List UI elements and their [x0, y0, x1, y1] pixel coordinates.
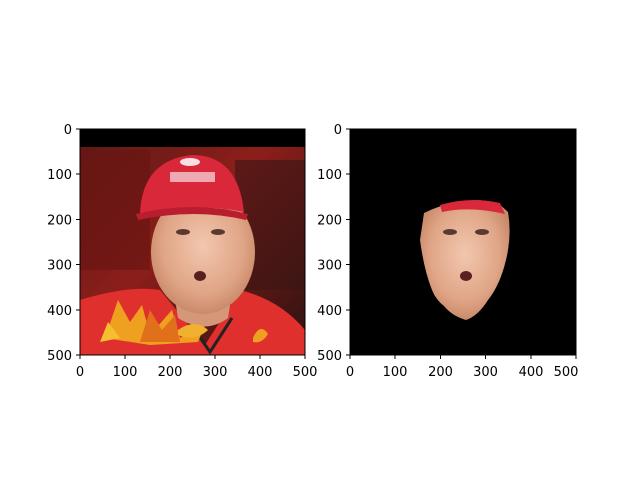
- right-ytick-label: 300: [317, 259, 342, 274]
- right-ytick-label: 0: [334, 123, 342, 138]
- left-ytick-label: 200: [47, 214, 72, 229]
- left-xtick-label: 300: [203, 365, 228, 380]
- top-black-band: [80, 129, 305, 147]
- left-image-axes: 0 100 200 300 400 500 0 100 200 300 400 …: [47, 123, 317, 380]
- right-image-axes: 0 100 200 300 400 500 0 100 200 300 400 …: [317, 123, 578, 380]
- left-ytick-label: 400: [47, 304, 72, 319]
- cap: [140, 155, 244, 214]
- right-x-ticks: [349, 355, 577, 359]
- right-axes-frame: [349, 128, 577, 356]
- face: [151, 190, 255, 314]
- right-xtick-label: 400: [519, 365, 544, 380]
- right-mask: [350, 129, 576, 355]
- right-ytick-label: 400: [317, 304, 342, 319]
- right-xtick-label: 200: [428, 365, 453, 380]
- left-xtick-label: 200: [158, 365, 183, 380]
- left-xtick-label: 100: [113, 365, 138, 380]
- cap-fragment: [440, 199, 505, 214]
- right-ytick-label: 500: [317, 349, 342, 364]
- left-ytick-label: 500: [47, 349, 72, 364]
- left-xtick-label: 0: [76, 365, 84, 380]
- left-y-ticks: [76, 128, 80, 356]
- right-xtick-label: 500: [554, 365, 579, 380]
- left-ytick-label: 0: [64, 123, 72, 138]
- autumn-leaves: [100, 300, 268, 345]
- left-axes-frame: [79, 128, 306, 356]
- left-ytick-label: 100: [47, 168, 72, 183]
- right-y-ticks: [346, 128, 350, 356]
- left-xtick-label: 500: [293, 365, 318, 380]
- left-xtick-label: 400: [248, 365, 273, 380]
- right-xtick-label: 0: [346, 365, 354, 380]
- right-xtick-label: 300: [473, 365, 498, 380]
- left-photo: [80, 129, 305, 355]
- left-x-ticks: [79, 355, 306, 359]
- left-ytick-label: 300: [47, 259, 72, 274]
- right-ytick-label: 100: [317, 168, 342, 183]
- right-xtick-label: 100: [383, 365, 408, 380]
- right-ytick-label: 200: [317, 214, 342, 229]
